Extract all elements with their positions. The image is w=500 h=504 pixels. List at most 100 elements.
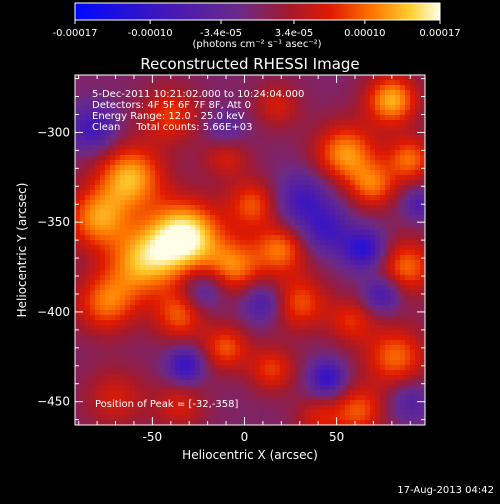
heatmap-cell	[135, 315, 141, 321]
heatmap-cell	[405, 160, 411, 166]
heatmap-cell	[280, 275, 286, 281]
heatmap-cell	[240, 190, 246, 196]
heatmap-cell	[320, 280, 326, 286]
heatmap-cell	[125, 260, 131, 266]
heatmap-cell	[130, 190, 136, 196]
heatmap-cell	[265, 190, 271, 196]
heatmap-cell	[325, 145, 331, 151]
heatmap-cell	[260, 135, 266, 141]
heatmap-cell	[380, 400, 386, 406]
heatmap-cell	[155, 150, 161, 156]
heatmap-cell	[155, 210, 161, 216]
heatmap-cell	[400, 115, 406, 121]
heatmap-cell	[390, 395, 396, 401]
heatmap-cell	[350, 160, 356, 166]
heatmap-cell	[75, 95, 81, 101]
heatmap-cell	[90, 385, 96, 391]
heatmap-cell	[405, 130, 411, 136]
heatmap-cell	[110, 270, 116, 276]
heatmap-cell	[360, 145, 366, 151]
heatmap-cell	[170, 220, 176, 226]
heatmap-cell	[400, 230, 406, 236]
heatmap-cell	[80, 215, 86, 221]
heatmap-cell	[180, 80, 186, 86]
heatmap-cell	[185, 180, 191, 186]
heatmap-cell	[200, 360, 206, 366]
heatmap-cell	[165, 225, 171, 231]
heatmap-cell	[250, 165, 256, 171]
heatmap-cell	[90, 205, 96, 211]
heatmap-cell	[395, 200, 401, 206]
heatmap-cell	[185, 325, 191, 331]
heatmap-cell	[75, 405, 81, 411]
heatmap-cell	[395, 300, 401, 306]
heatmap-cell	[265, 295, 271, 301]
heatmap-cell	[305, 405, 311, 411]
heatmap-cell	[100, 180, 106, 186]
heatmap-cell	[95, 165, 101, 171]
heatmap-cell	[175, 350, 181, 356]
heatmap-cell	[155, 195, 161, 201]
heatmap-cell	[220, 260, 226, 266]
heatmap-cell	[325, 335, 331, 341]
heatmap-cell	[370, 200, 376, 206]
heatmap-cell	[80, 185, 86, 191]
heatmap-cell	[120, 305, 126, 311]
heatmap-cell	[340, 320, 346, 326]
heatmap-cell	[385, 290, 391, 296]
heatmap-cell	[230, 380, 236, 386]
heatmap-cell	[335, 335, 341, 341]
heatmap-cell	[100, 160, 106, 166]
heatmap-cell	[410, 170, 416, 176]
heatmap-cell	[160, 220, 166, 226]
heatmap-cell	[270, 205, 276, 211]
heatmap-cell	[355, 115, 361, 121]
heatmap-cell	[410, 175, 416, 181]
heatmap-cell	[180, 290, 186, 296]
heatmap-cell	[95, 335, 101, 341]
heatmap-cell	[300, 355, 306, 361]
heatmap-cell	[125, 360, 131, 366]
heatmap-cell	[75, 75, 81, 81]
heatmap-cell	[370, 385, 376, 391]
heatmap-cell	[335, 145, 341, 151]
heatmap-cell	[200, 200, 206, 206]
heatmap-cell	[335, 170, 341, 176]
heatmap-cell	[190, 335, 196, 341]
heatmap-cell	[285, 215, 291, 221]
heatmap-cell	[380, 185, 386, 191]
heatmap-cell	[230, 305, 236, 311]
heatmap-cell	[125, 345, 131, 351]
heatmap-cell	[75, 350, 81, 356]
heatmap-cell	[260, 405, 266, 411]
heatmap-cell	[240, 410, 246, 416]
heatmap-cell	[355, 145, 361, 151]
heatmap-cell	[345, 135, 351, 141]
heatmap-cell	[250, 260, 256, 266]
heatmap-cell	[405, 135, 411, 141]
heatmap-cell	[180, 250, 186, 256]
heatmap-cell	[115, 190, 121, 196]
heatmap-cell	[140, 195, 146, 201]
heatmap-cell	[335, 275, 341, 281]
heatmap-cell	[130, 315, 136, 321]
heatmap-cell	[110, 190, 116, 196]
heatmap-cell	[315, 290, 321, 296]
heatmap-cell	[300, 125, 306, 131]
heatmap-cell	[170, 135, 176, 141]
heatmap-cell	[325, 265, 331, 271]
heatmap-cell	[235, 365, 241, 371]
heatmap-cell	[375, 190, 381, 196]
heatmap-cell	[285, 115, 291, 121]
heatmap-cell	[260, 275, 266, 281]
heatmap-cell	[135, 235, 141, 241]
heatmap-cell	[340, 340, 346, 346]
heatmap-cell	[210, 315, 216, 321]
heatmap-cell	[215, 170, 221, 176]
heatmap-cell	[185, 220, 191, 226]
heatmap-cell	[110, 385, 116, 391]
heatmap-cell	[175, 270, 181, 276]
heatmap-cell	[370, 340, 376, 346]
heatmap-cell	[110, 290, 116, 296]
heatmap-cell	[300, 225, 306, 231]
